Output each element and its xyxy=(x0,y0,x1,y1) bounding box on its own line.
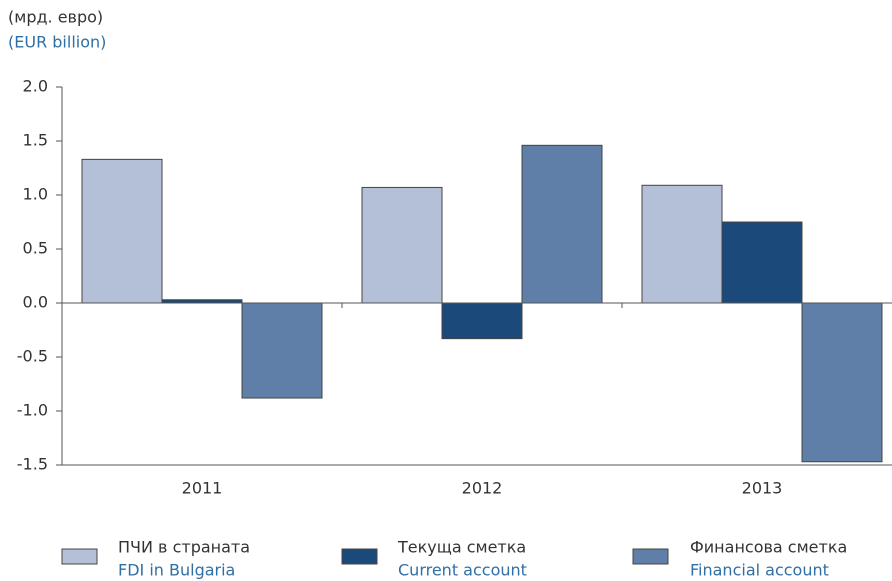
legend-label-en: Financial account xyxy=(690,561,829,580)
x-tick-label: 2012 xyxy=(462,479,503,498)
y-tick-label: -1.5 xyxy=(17,455,48,474)
legend-label: Финансова сметка xyxy=(690,538,847,557)
legend-label: Текуща сметка xyxy=(397,538,526,557)
y-tick-label: -1.0 xyxy=(17,401,48,420)
bar xyxy=(721,221,803,304)
bar xyxy=(81,158,163,304)
bar xyxy=(801,302,883,463)
bar xyxy=(521,144,603,304)
x-tick-label: 2013 xyxy=(742,479,783,498)
y-tick-label: 0.5 xyxy=(23,239,48,258)
y-tick-label: 0.0 xyxy=(23,293,48,312)
bar xyxy=(241,302,323,399)
y-axis-label: (мрд. евро) xyxy=(8,8,103,27)
legend-swatch xyxy=(61,548,98,565)
bar xyxy=(641,184,723,304)
x-tick-label: 2011 xyxy=(182,479,223,498)
legend-swatch xyxy=(632,548,669,565)
y-tick-label: 1.5 xyxy=(23,131,48,150)
legend-swatch xyxy=(341,548,378,565)
y-tick-label: -0.5 xyxy=(17,347,48,366)
legend-label: ПЧИ в страната xyxy=(118,538,250,557)
legend-label-en: Current account xyxy=(398,561,527,580)
y-axis-label-en: (EUR billion) xyxy=(8,33,106,52)
y-tick-label: 1.0 xyxy=(23,185,48,204)
bar xyxy=(361,186,443,304)
legend-label-en: FDI in Bulgaria xyxy=(118,561,235,580)
bar xyxy=(441,302,523,340)
y-tick-label: 2.0 xyxy=(23,77,48,96)
